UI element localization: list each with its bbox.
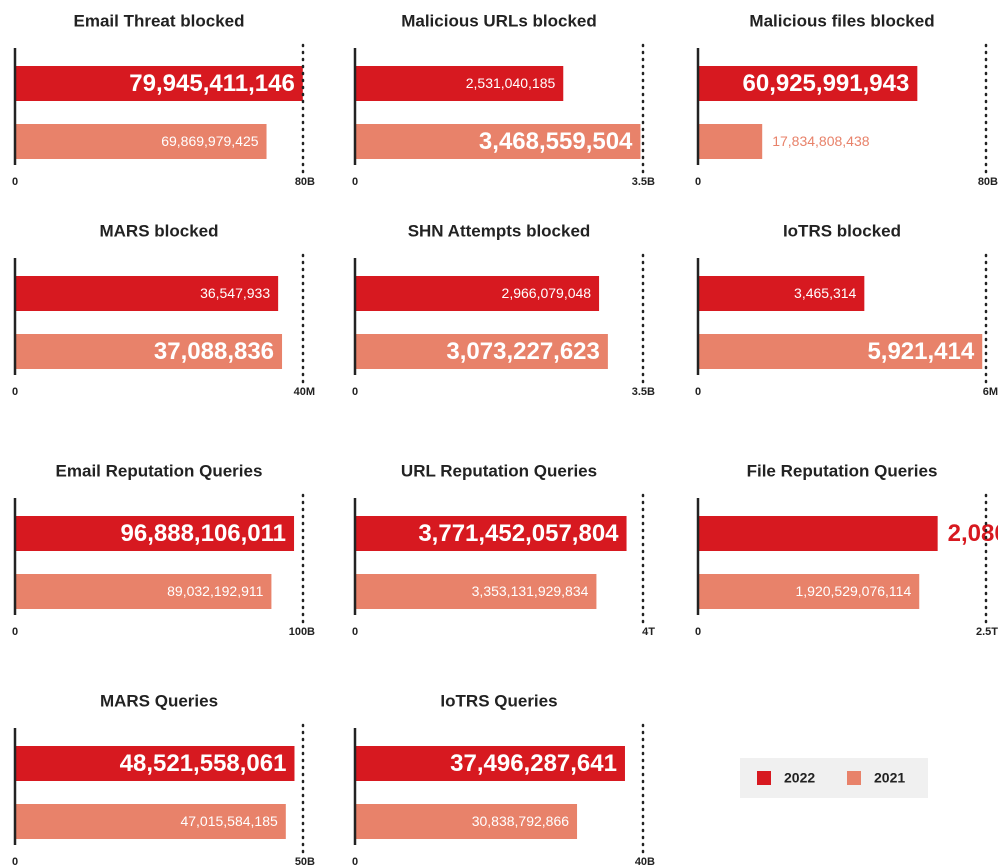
x-tick-label: 40B xyxy=(635,856,655,867)
x-tick-label: 0 xyxy=(12,386,18,398)
bar xyxy=(15,804,286,839)
legend-label: 2022 xyxy=(784,770,815,786)
bar xyxy=(15,746,295,781)
bar xyxy=(698,66,918,101)
bar xyxy=(355,804,578,839)
chart-title: URL Reputation Queries xyxy=(401,461,597,480)
value-label: 79,945,411,146 xyxy=(129,70,295,97)
bar xyxy=(698,334,983,369)
value-label: 2,531,040,185 xyxy=(466,75,556,91)
x-tick-label: 2.5T xyxy=(976,626,998,638)
value-label: 5,921,414 xyxy=(867,338,974,365)
x-tick-label: 0 xyxy=(695,176,701,188)
legend-label: 2021 xyxy=(874,770,905,786)
x-tick-label: 50B xyxy=(295,856,315,867)
chart-title: File Reputation Queries xyxy=(747,461,938,480)
chart-title: Email Threat blocked xyxy=(74,11,245,30)
value-label: 47,015,584,185 xyxy=(180,813,278,829)
value-label: 3,468,559,504 xyxy=(479,128,633,155)
x-tick-label: 40M xyxy=(294,386,315,398)
bar xyxy=(698,124,763,159)
x-tick-label: 0 xyxy=(12,176,18,188)
bar xyxy=(15,574,272,609)
value-label: 37,496,287,641 xyxy=(450,750,617,777)
bar xyxy=(355,574,597,609)
bar xyxy=(698,516,938,551)
bar xyxy=(355,66,564,101)
value-label: 2,966,079,048 xyxy=(502,285,592,301)
value-label: 60,925,991,943 xyxy=(743,70,910,97)
value-label: 3,771,452,057,804 xyxy=(418,520,619,547)
value-label: 1,920,529,076,114 xyxy=(795,583,911,599)
chart-title: Email Reputation Queries xyxy=(56,461,263,480)
x-tick-label: 0 xyxy=(352,386,358,398)
value-label: 69,869,979,425 xyxy=(161,133,259,149)
bar xyxy=(698,276,865,311)
bar xyxy=(355,276,600,311)
bar xyxy=(15,124,267,159)
chart-title: MARS Queries xyxy=(100,691,218,710)
legend-box xyxy=(740,758,928,798)
value-label: 36,547,933 xyxy=(200,285,270,301)
legend-swatch xyxy=(757,771,771,785)
bar xyxy=(15,66,303,101)
value-label: 2,080,322,556,495 xyxy=(948,520,998,547)
value-label: 3,073,227,623 xyxy=(446,338,599,365)
chart-title: Malicious URLs blocked xyxy=(401,11,597,30)
x-tick-label: 0 xyxy=(352,176,358,188)
value-label: 89,032,192,911 xyxy=(167,583,263,599)
value-label: 96,888,106,011 xyxy=(121,520,287,547)
chart-title: IoTRS Queries xyxy=(440,691,557,710)
bar xyxy=(15,516,295,551)
bar xyxy=(355,746,625,781)
x-tick-label: 3.5B xyxy=(632,386,655,398)
bar xyxy=(15,276,279,311)
chart-title: MARS blocked xyxy=(99,221,218,240)
x-tick-label: 0 xyxy=(695,386,701,398)
x-tick-label: 0 xyxy=(12,856,18,867)
bar xyxy=(355,516,627,551)
bar xyxy=(698,574,920,609)
chart-title: IoTRS blocked xyxy=(783,221,901,240)
value-label: 30,838,792,866 xyxy=(472,813,570,829)
chart-title: Malicious files blocked xyxy=(749,11,934,30)
bar xyxy=(355,124,641,159)
x-tick-label: 80B xyxy=(978,176,998,188)
x-tick-label: 4T xyxy=(642,626,655,638)
x-tick-label: 80B xyxy=(295,176,315,188)
x-tick-label: 0 xyxy=(352,856,358,867)
chart-title: SHN Attempts blocked xyxy=(408,221,591,240)
x-tick-label: 0 xyxy=(695,626,701,638)
value-label: 3,465,314 xyxy=(794,285,856,301)
bar xyxy=(15,334,283,369)
value-label: 48,521,558,061 xyxy=(120,750,287,777)
value-label: 3,353,131,929,834 xyxy=(472,583,589,599)
x-tick-label: 3.5B xyxy=(632,176,655,188)
value-label: 37,088,836 xyxy=(154,338,274,365)
x-tick-label: 100B xyxy=(289,626,315,638)
x-tick-label: 0 xyxy=(352,626,358,638)
x-tick-label: 6M xyxy=(983,386,998,398)
bar xyxy=(355,334,608,369)
legend-swatch xyxy=(847,771,861,785)
x-tick-label: 0 xyxy=(12,626,18,638)
value-label: 17,834,808,438 xyxy=(772,133,870,149)
